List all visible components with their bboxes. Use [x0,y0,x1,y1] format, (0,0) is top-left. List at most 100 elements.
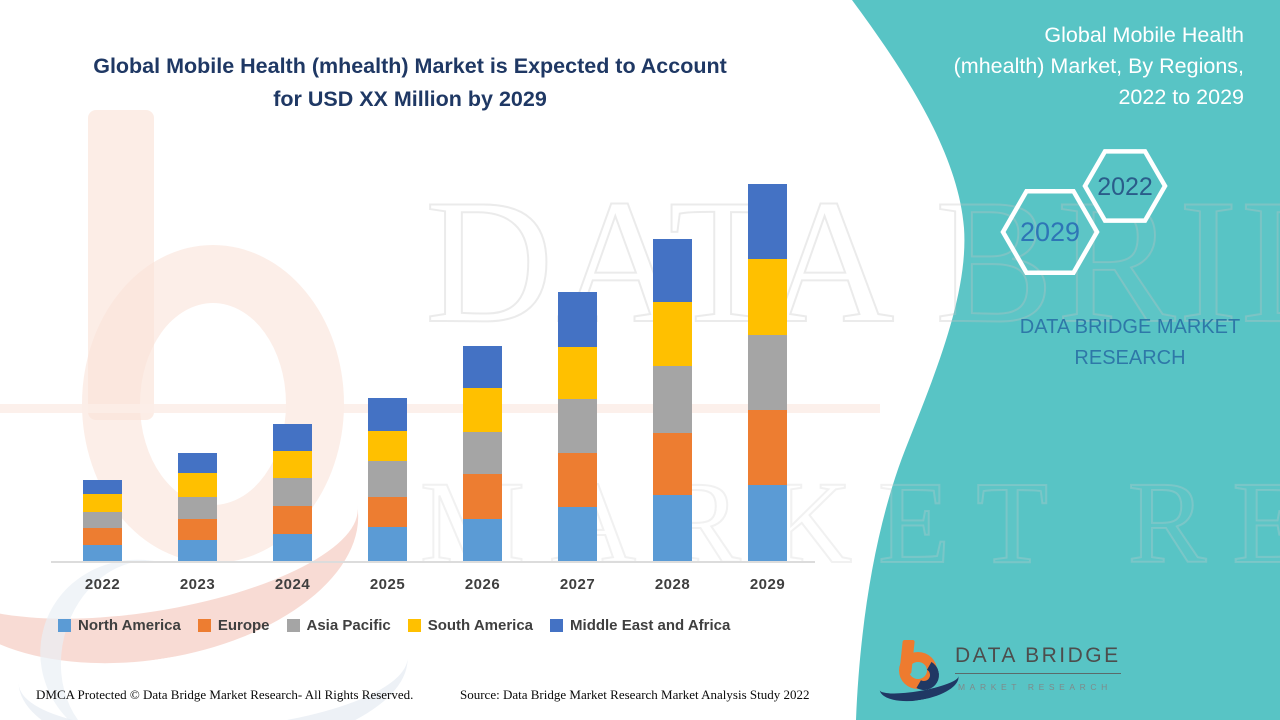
bar-segment-europe [83,528,122,545]
bar-segment-europe [653,433,692,495]
bar-column-2029: 2029 [720,180,815,593]
brand-text: DATA BRIDGE MARKET RESEARCH [1000,312,1260,374]
bar-segment-north-america [748,485,787,561]
side-title-line3: 2022 to 2029 [1118,85,1244,109]
bar-segment-south-america [653,302,692,366]
bar-segment-north-america [653,495,692,561]
bar-column-2025: 2025 [340,180,435,593]
bar-segment-south-america [748,259,787,335]
bar-segment-asia-pacific [558,399,597,453]
bar-segment-north-america [558,507,597,561]
bars-container: 2022 2023 2024 2025 2026 2027 2028 2029 [55,180,815,593]
brand-text-line2: RESEARCH [1074,347,1186,369]
chart-title-line2: for USD XX Million by 2029 [273,87,547,111]
bar-segment-middle-east-and-africa [368,398,407,431]
bar-segment-middle-east-and-africa [463,346,502,388]
x-axis-label-2028: 2028 [654,576,691,593]
legend-color-swatch-icon [197,619,211,632]
bar-segment-middle-east-and-africa [83,480,122,494]
bar-segment-north-america [463,519,502,561]
stacked-bar-2025 [368,398,407,561]
legend-item-south-america: South America [407,617,534,634]
bar-column-2023: 2023 [150,180,245,593]
bar-segment-north-america [273,534,312,561]
x-axis-label-2023: 2023 [179,576,216,593]
bar-segment-asia-pacific [178,497,217,519]
stacked-bar-2023 [178,453,217,561]
legend-label: Europe [217,617,270,634]
bar-segment-middle-east-and-africa [748,184,787,259]
bar-segment-middle-east-and-africa [178,453,217,473]
bar-segment-north-america [83,545,122,561]
legend-label: Middle East and Africa [570,617,731,634]
side-title-line1: Global Mobile Health [1044,23,1244,47]
bar-segment-asia-pacific [273,478,312,506]
bar-segment-europe [748,410,787,485]
bar-column-2024: 2024 [245,180,340,593]
dmca-copyright-text: DMCA Protected © Data Bridge Market Rese… [36,687,414,702]
stacked-bar-2027 [558,292,597,561]
bar-segment-europe [558,453,597,507]
legend-label: South America [427,617,534,634]
chart-legend: North America Europe Asia Pacific South Ame… [58,617,730,634]
bar-segment-middle-east-and-africa [558,292,597,347]
bar-segment-south-america [83,494,122,512]
bar-segment-asia-pacific [368,461,407,497]
bar-column-2027: 2027 [530,180,625,593]
stacked-bar-2028 [653,239,692,561]
legend-item-europe: Europe [197,617,270,634]
x-axis-label-2026: 2026 [464,576,501,593]
legend-label: North America [78,617,181,634]
logo-wordmark: DATA BRIDGE [955,644,1121,674]
side-panel-title: Global Mobile Health (mhealth) Market, B… [814,20,1244,113]
legend-color-swatch-icon [58,619,71,632]
hexagon-2022-label: 2022 [1097,173,1153,201]
hexagon-2022-outline [1082,149,1168,223]
bar-chart-plot-area: 2022 2023 2024 2025 2026 2027 2028 2029 [51,180,815,593]
bar-column-2026: 2026 [435,180,530,593]
hexagon-2029-outline [1000,189,1100,275]
bar-segment-europe [178,519,217,540]
bar-segment-north-america [178,540,217,561]
bar-segment-south-america [368,431,407,461]
legend-item-asia-pacific: Asia Pacific [286,617,391,634]
bar-segment-europe [463,474,502,519]
legend-item-north-america: North America [58,617,181,634]
bar-column-2022: 2022 [55,180,150,593]
bar-segment-north-america [368,527,407,561]
x-axis-label-2025: 2025 [369,576,406,593]
stacked-bar-2026 [463,346,502,561]
bar-segment-asia-pacific [83,512,122,528]
stacked-bar-2024 [273,424,312,561]
legend-color-swatch-icon [286,619,300,632]
bar-segment-asia-pacific [748,335,787,410]
side-title-line2: (mhealth) Market, By Regions, [953,54,1244,78]
bar-column-2028: 2028 [625,180,720,593]
brand-text-line1: DATA BRIDGE MARKET [1019,316,1241,338]
bar-segment-south-america [178,473,217,497]
x-axis-label-2029: 2029 [749,576,786,593]
hexagon-2029-label: 2029 [1020,217,1080,247]
legend-item-middle-east-and-africa: Middle East and Africa [550,617,730,634]
databridge-logo: DATA BRIDGE MARKET RESEARCH [876,636,1121,707]
watermark-streak [0,404,880,413]
bar-segment-south-america [558,347,597,399]
chart-title: Global Mobile Health (mhealth) Market is… [55,50,765,116]
x-axis-label-2024: 2024 [274,576,311,593]
bar-segment-south-america [273,451,312,478]
x-axis-line [51,561,815,563]
legend-color-swatch-icon [407,619,421,632]
source-text: Source: Data Bridge Market Research Mark… [460,687,810,702]
bar-segment-south-america [463,388,502,432]
stacked-bar-2029 [748,184,787,561]
bar-segment-middle-east-and-africa [273,424,312,451]
legend-label: Asia Pacific [306,617,391,634]
hexagon-badges-svg: 2029 2022 [1000,149,1168,275]
logo-b-bowl-icon [899,652,937,689]
x-axis-label-2022: 2022 [84,576,121,593]
bar-segment-europe [368,497,407,527]
hexagon-badges: 2029 2022 [985,138,1220,298]
bar-segment-asia-pacific [653,366,692,433]
